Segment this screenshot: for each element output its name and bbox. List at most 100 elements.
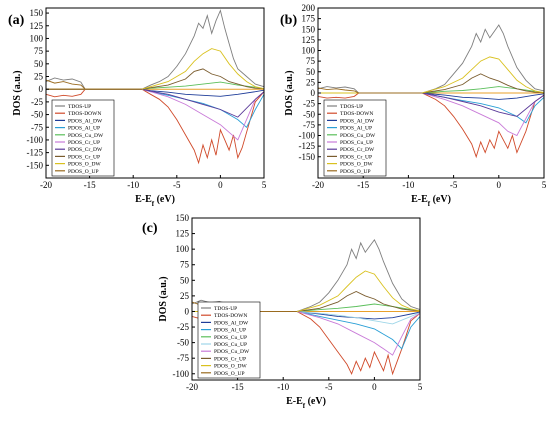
x-tick-label: -5 (450, 180, 458, 190)
y-tick-label: 125 (302, 35, 316, 45)
x-tick-label: 5 (542, 180, 547, 190)
chart-svg-a: (a)-20 -15 -10 -5 0 5-150-125-100-75-50-25025… (8, 7, 267, 208)
y-tick-label: -100 (173, 369, 190, 379)
y-tick-label: -125 (299, 141, 316, 151)
y-tick-label: -75 (31, 122, 43, 132)
legend-entry: PDOS_Cr_DW (340, 147, 375, 153)
y-tick-label: -125 (27, 148, 44, 158)
y-tick-label: 125 (30, 21, 44, 31)
y-tick-label: 50 (306, 67, 316, 77)
series-line (192, 311, 421, 350)
y-tick-label: 75 (180, 260, 190, 270)
plot-frame (191, 217, 421, 381)
x-tick-label: -5 (173, 180, 181, 190)
series-line (46, 68, 265, 90)
x-axis-label: E-Ef (eV) (411, 194, 451, 208)
y-tick-label: -75 (303, 120, 315, 130)
y-tick-label: 100 (302, 46, 316, 56)
y-tick-label: 25 (180, 291, 190, 301)
series-line (192, 270, 421, 312)
series-line (317, 92, 545, 159)
series-line (318, 56, 545, 94)
legend-entry: TDOS-UP (214, 306, 237, 312)
series-line (318, 73, 545, 94)
legend-entry: PDOS_Cu_DW (340, 133, 376, 139)
series-line (45, 9, 265, 90)
legend-entry: PDOS_Cr_UP (68, 154, 100, 160)
y-tick-label: 25 (306, 77, 316, 87)
panel-label: (a) (8, 13, 25, 28)
series-line (318, 92, 545, 137)
legend-entry: PDOS_Al_DW (340, 118, 375, 124)
legend-entry: PDOS_O_UP (340, 169, 371, 175)
legend-entry: PDOS_Cu_DW (214, 349, 250, 355)
y-tick-label: 50 (34, 59, 44, 69)
x-tick-label: -15 (357, 180, 369, 190)
legend-entry: PDOS_O_DW (68, 162, 102, 168)
y-tick-label: -75 (177, 353, 189, 363)
series-line (192, 291, 421, 312)
x-tick-label: 0 (497, 180, 502, 190)
y-tick-label: 150 (30, 8, 44, 18)
y-tick-label: -50 (31, 110, 43, 120)
panel-label: (b) (280, 13, 297, 28)
x-tick-label: 0 (372, 382, 377, 392)
legend-entry: PDOS_O_UP (214, 371, 245, 377)
y-tick-label: 50 (180, 275, 190, 285)
series-line (317, 87, 422, 94)
y-axis-label: DOS (a.u.) (158, 276, 169, 321)
legend-entry: TDOS-UP (68, 104, 91, 110)
y-tick-label: -100 (27, 135, 44, 145)
legend-entry: PDOS_Al_UP (214, 328, 246, 334)
y-tick-label: 200 (302, 3, 316, 13)
y-tick-label: -50 (303, 109, 315, 119)
x-tick-label: -10 (402, 180, 414, 190)
x-tick-label: -20 (312, 180, 324, 190)
series-line (45, 79, 142, 90)
series-line (45, 88, 265, 165)
legend: TDOS-UPTDOS-DOWNPDOS_Al_DWPDOS_Al_UPPDOS… (323, 99, 387, 177)
legend: TDOS-UPTDOS-DOWNPDOS_Al_DWPDOS_Al_UPPDOS… (197, 301, 261, 379)
chart-panel-b: (b) -20 -15 -10 -5 0 5 -150 -125 -100 -75 -50 -25 0 25… (278, 0, 550, 213)
legend-entry: TDOS-DOWN (340, 111, 373, 117)
x-tick-label: 5 (262, 180, 267, 190)
legend-entry: PDOS_Cr_UP (340, 154, 372, 160)
x-tick-label: -20 (186, 382, 198, 392)
y-tick-label: 0 (311, 88, 316, 98)
y-tick-label: 75 (34, 46, 44, 56)
series-line (192, 311, 421, 356)
legend-entry: PDOS_Al_UP (340, 126, 372, 132)
legend-entry: PDOS_O_UP (68, 169, 99, 175)
series-line (192, 311, 421, 325)
y-tick-label: 25 (34, 72, 44, 82)
legend-entry: PDOS_O_DW (214, 364, 248, 370)
y-tick-label: -50 (177, 338, 189, 348)
y-axis-label: DOS (a.u.) (12, 70, 23, 115)
panel-label: (c) (142, 221, 158, 236)
y-tick-label: 100 (176, 244, 190, 254)
legend-entry: PDOS_Cr_UP (68, 140, 100, 146)
x-tick-label: 5 (418, 382, 423, 392)
x-axis-label: E-Ef (eV) (135, 194, 175, 208)
series-line (191, 238, 421, 312)
x-tick-label: -15 (84, 180, 96, 190)
legend-entry: PDOS_Cr_DW (68, 147, 103, 153)
legend: TDOS-UPTDOS-DOWNPDOS_Al_DWPDOS_Al_UPPDOS… (51, 99, 115, 177)
legend-entry: PDOS_Cu_UP (214, 335, 247, 341)
x-tick-label: 0 (218, 180, 223, 190)
chart-panel-a: (a) -20 -15 -10 -5 0 5 -150 -125 -100 -75 -50 -25 0 25… (0, 0, 272, 213)
y-tick-label: 175 (302, 14, 316, 24)
series-line (46, 48, 265, 90)
chart-svg-b: (b)-20 -15 -10 -5 0 5-150-125-100-75-50-25025… (280, 3, 547, 208)
chart-panel-c: (c) -20 -15 -10 -5 0 5 -100 -75 -50 -25 0 25 50 75 100 1… (140, 210, 430, 421)
series-line (318, 92, 545, 100)
y-tick-label: 0 (39, 84, 44, 94)
legend-entry: PDOS_Al_DW (68, 118, 103, 124)
y-tick-label: 0 (185, 306, 190, 316)
legend-entry: TDOS-DOWN (214, 313, 247, 319)
legend-entry: TDOS-DOWN (68, 111, 101, 117)
series-line (46, 88, 265, 118)
y-axis-label: DOS (a.u.) (284, 70, 295, 115)
x-tick-label: -15 (232, 382, 244, 392)
legend-entry: PDOS_Al_DW (214, 320, 249, 326)
